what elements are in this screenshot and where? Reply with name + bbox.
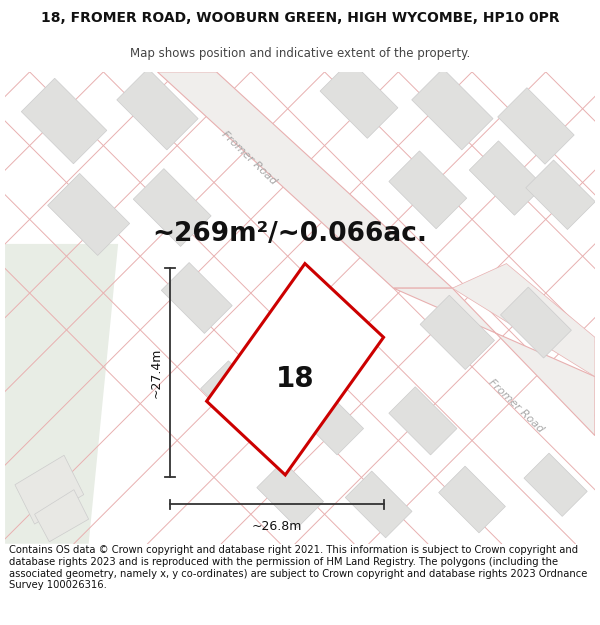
Text: 18, FROMER ROAD, WOOBURN GREEN, HIGH WYCOMBE, HP10 0PR: 18, FROMER ROAD, WOOBURN GREEN, HIGH WYC… [41,11,559,25]
Polygon shape [412,69,493,150]
Polygon shape [5,244,118,544]
Polygon shape [469,141,544,215]
Polygon shape [345,471,412,538]
Polygon shape [15,455,84,524]
Polygon shape [389,387,457,455]
Polygon shape [161,262,232,333]
Polygon shape [389,151,467,229]
Text: Fromer Road: Fromer Road [220,130,278,187]
Text: Map shows position and indicative extent of the property.: Map shows position and indicative extent… [130,48,470,61]
Polygon shape [524,453,587,516]
Polygon shape [117,69,198,150]
Polygon shape [133,169,211,246]
Text: Contains OS data © Crown copyright and database right 2021. This information is : Contains OS data © Crown copyright and d… [9,545,587,590]
Polygon shape [452,264,595,377]
Text: 18: 18 [276,365,314,393]
Polygon shape [500,287,571,358]
Text: ~27.4m: ~27.4m [149,348,163,398]
Polygon shape [22,78,107,164]
Polygon shape [439,466,505,533]
Polygon shape [200,361,272,432]
Polygon shape [526,160,595,229]
Polygon shape [320,61,398,138]
Polygon shape [206,264,383,475]
Text: ~269m²/~0.066ac.: ~269m²/~0.066ac. [152,221,428,247]
Polygon shape [498,88,574,164]
Polygon shape [157,72,452,288]
Polygon shape [394,288,595,436]
Text: Fromer Road: Fromer Road [487,378,545,435]
Polygon shape [257,461,323,528]
Text: ~26.8m: ~26.8m [252,520,302,533]
Polygon shape [420,295,494,369]
Polygon shape [35,489,89,542]
Polygon shape [47,173,130,256]
Polygon shape [295,387,364,455]
